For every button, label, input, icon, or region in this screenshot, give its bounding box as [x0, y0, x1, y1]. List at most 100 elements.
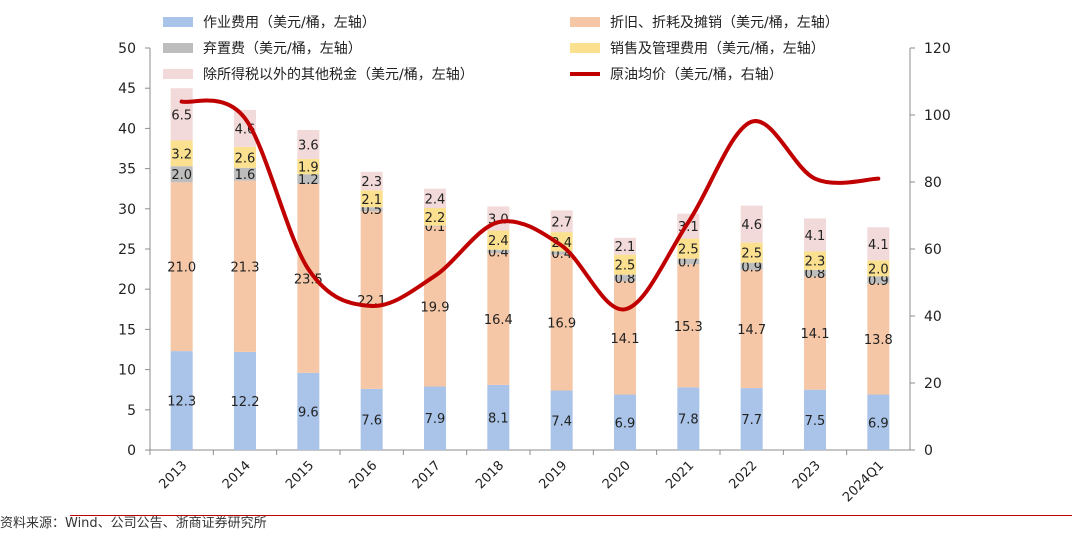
source-divider [70, 515, 1072, 516]
bar-segment [234, 109, 256, 147]
x-tick-label: 2020 [600, 458, 634, 492]
bar-segment [360, 388, 383, 450]
y-right-tick-label: 80 [924, 175, 942, 191]
y-left-tick-label: 30 [118, 202, 136, 218]
bar-segment [614, 237, 636, 255]
y-left-tick-label: 40 [118, 121, 136, 137]
x-tick-label: 2015 [283, 458, 317, 492]
legend-swatch [570, 17, 600, 27]
bar-segment [424, 226, 446, 387]
bar-segment [297, 183, 320, 373]
bar-segment [550, 210, 573, 233]
bar-segment [360, 207, 383, 212]
x-tick-label: 2024Q1 [840, 458, 887, 505]
bar-value-label: 1.2 [298, 173, 319, 188]
bar-value-label: 14.1 [801, 327, 830, 342]
bar-value-label: 7.9 [425, 412, 446, 427]
bar-segment [614, 254, 636, 275]
bar-value-label: 6.5 [171, 108, 192, 123]
bar-value-label: 0.9 [868, 274, 889, 289]
bar-segment [677, 238, 700, 259]
bar-value-label: 0.9 [741, 260, 762, 275]
bar-segment [677, 258, 700, 265]
bar-value-label: 2.0 [171, 168, 192, 183]
bar-value-label: 2.3 [805, 255, 826, 270]
y-left-tick-label: 50 [118, 41, 136, 57]
bar-segment [867, 276, 890, 284]
bar-value-label: 16.9 [547, 317, 576, 332]
x-tick-label: 2013 [156, 458, 190, 492]
bar-value-label: 7.8 [678, 413, 699, 428]
bar-segment [170, 351, 193, 450]
bar-segment [234, 180, 256, 352]
x-tick-label: 2014 [220, 458, 254, 492]
legend-label: 折旧、折耗及摊销（美元/桶，左轴） [610, 15, 839, 31]
bar-value-label: 4.1 [805, 229, 826, 244]
bar-segment [297, 174, 320, 184]
y-right-tick-label: 60 [924, 242, 942, 258]
bar-value-label: 3.2 [171, 147, 192, 162]
legend-label: 作业费用（美元/桶，左轴） [203, 15, 376, 31]
bar-value-label: 7.4 [551, 414, 572, 429]
bar-segment [804, 276, 826, 390]
bar-value-label: 1.6 [235, 168, 256, 183]
y-left-tick-label: 20 [118, 282, 136, 298]
bar-segment [740, 242, 763, 263]
bar-value-label: 16.4 [484, 313, 513, 328]
bar-segment [740, 269, 763, 389]
bar-value-label: 19.9 [421, 300, 450, 315]
legend-swatch [163, 43, 193, 53]
bar-segment [424, 207, 446, 226]
y-right-tick-label: 0 [924, 443, 933, 459]
bar-segment [740, 388, 763, 450]
bar-segment [550, 232, 573, 252]
legend-label: 销售及管理费用（美元/桶，左轴） [610, 41, 825, 57]
y-right-tick-label: 20 [924, 376, 942, 392]
bar-value-label: 1.9 [298, 161, 319, 176]
bar-segment [297, 130, 320, 159]
bar-value-label: 2.2 [425, 211, 446, 226]
bar-value-label: 13.8 [864, 333, 893, 348]
x-tick-label: 2016 [346, 458, 380, 492]
bar-value-label: 12.3 [167, 395, 196, 410]
bar-segment [804, 251, 826, 270]
bar-value-label: 15.3 [674, 320, 703, 335]
bar-value-label: 4.1 [868, 238, 889, 253]
bar-segment [550, 254, 573, 391]
bar-segment [550, 390, 573, 450]
bar-segment [170, 166, 193, 183]
y-left-tick-label: 25 [118, 242, 136, 258]
bar-segment [804, 389, 826, 450]
bar-segment [170, 140, 193, 167]
bar-value-label: 14.1 [611, 332, 640, 347]
y-left-tick-label: 35 [118, 162, 136, 178]
legend-label: 原油均价（美元/桶，右轴） [610, 67, 783, 83]
crude-price-line [179, 98, 881, 312]
bar-value-label: 2.3 [361, 175, 382, 190]
bar-value-label: 2.6 [235, 151, 256, 166]
legend-label: 弃置费（美元/桶，左轴） [203, 41, 362, 57]
bar-value-label: 14.7 [737, 323, 766, 338]
y-right-tick-label: 100 [924, 108, 951, 124]
bar-segment [867, 283, 890, 395]
legend-swatch [570, 43, 600, 53]
y-left-tick-label: 0 [127, 443, 136, 459]
x-tick-label: 2017 [410, 458, 444, 492]
y-right-tick-label: 40 [924, 309, 942, 325]
bar-value-label: 8.1 [488, 411, 509, 426]
bar-segment [867, 394, 890, 450]
legend-swatch [163, 17, 193, 27]
bar-value-label: 2.1 [615, 240, 636, 255]
bar-segment [234, 167, 256, 181]
bar-segment [424, 225, 446, 227]
bar-value-label: 0.8 [805, 267, 826, 282]
x-tick-label: 2023 [790, 458, 824, 492]
y-left-tick-label: 15 [118, 322, 136, 338]
bar-value-label: 21.0 [167, 261, 196, 276]
bar-value-label: 2.1 [361, 193, 382, 208]
y-left-tick-label: 5 [127, 403, 136, 419]
bar-segment [677, 387, 700, 450]
bar-segment [677, 264, 700, 388]
bar-segment [614, 274, 636, 282]
